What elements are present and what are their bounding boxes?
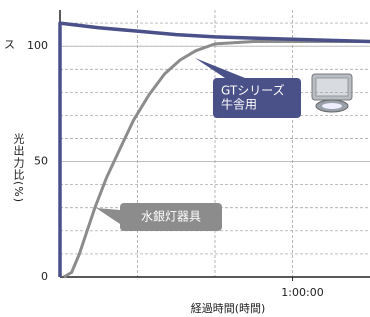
product-image	[312, 74, 352, 112]
y-tick-label: 50	[34, 155, 48, 168]
callout: 水銀灯器具	[96, 203, 222, 231]
callout-text: 水銀灯器具	[141, 210, 201, 224]
chart: 0 50 100 1:00:00 経過時間(時間) 光出力比(%) ス GTシリーズ牛舎用水銀…	[0, 0, 370, 317]
callout-text: 牛舎用	[221, 97, 257, 112]
y-axis-label: 光出力比(%)	[12, 132, 25, 203]
callout-text: GTシリーズ	[221, 83, 285, 98]
y-tick-label: 0	[41, 270, 48, 283]
y-tick-label: 100	[27, 39, 48, 52]
x-tick-label: 1:00:00	[281, 286, 323, 299]
callout-pointer	[195, 58, 245, 78]
callout-pointer	[96, 208, 120, 224]
edge-text: ス	[4, 38, 15, 51]
x-axis-label: 経過時間(時間)	[191, 302, 266, 315]
